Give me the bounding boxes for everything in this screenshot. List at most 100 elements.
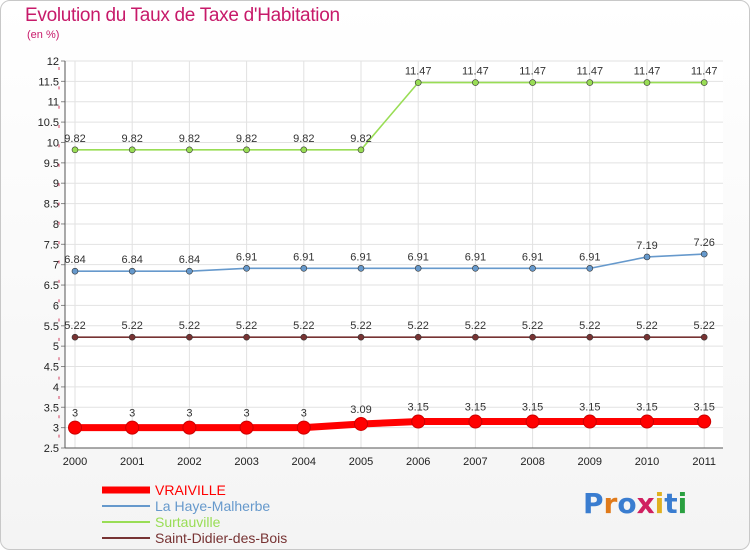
data-label: 9.82 — [350, 133, 371, 145]
data-label: 5.22 — [636, 320, 657, 332]
data-point — [243, 333, 250, 341]
data-point — [186, 146, 193, 154]
data-point — [582, 414, 597, 429]
y-tick-label: 9 — [53, 178, 59, 190]
data-label: 11.47 — [634, 66, 661, 78]
y-tick-label: 6 — [53, 300, 59, 312]
data-label: 3 — [186, 408, 192, 420]
y-tick-label: 5.5 — [44, 321, 59, 333]
y-tick-label: 8 — [53, 219, 59, 231]
y-tick-label: 8.5 — [44, 199, 59, 211]
data-label: 5.22 — [465, 320, 486, 332]
proxiti-logo: Proxiti — [583, 487, 687, 520]
data-label: 3 — [72, 408, 78, 420]
data-point — [472, 79, 479, 86]
data-point — [414, 333, 422, 341]
data-label: 5.22 — [179, 320, 200, 332]
x-tick-label: 2000 — [63, 456, 87, 468]
data-label: 3 — [244, 408, 250, 420]
data-point — [700, 250, 708, 258]
data-point — [357, 333, 365, 341]
legend-label: La Haye-Malherbe — [155, 498, 270, 514]
y-tick-label: 4.5 — [44, 362, 59, 374]
data-point — [414, 265, 422, 272]
y-tick-label: 3.5 — [44, 402, 59, 414]
data-point — [300, 146, 308, 154]
chart-subtitle: (en %) — [27, 29, 60, 41]
data-point — [586, 79, 594, 86]
data-label: 5.22 — [407, 320, 428, 332]
legend-label: Surtauville — [155, 514, 221, 530]
data-point — [128, 146, 136, 154]
data-label: 6.91 — [579, 251, 600, 263]
data-label: 3.15 — [693, 402, 714, 414]
x-tick-label: 2006 — [406, 456, 430, 468]
data-label: 3 — [301, 408, 307, 420]
data-label: 7.19 — [636, 240, 657, 252]
data-point — [357, 146, 365, 154]
series-line-la-haye-malherbe — [74, 253, 706, 273]
data-label: 6.91 — [465, 251, 486, 263]
x-tick-label: 2002 — [177, 456, 201, 468]
x-tick-label: 2010 — [635, 456, 659, 468]
data-label: 6.84 — [121, 254, 142, 266]
legend-label: VRAIVILLE — [155, 482, 226, 498]
x-tick-label: 2011 — [692, 456, 716, 468]
data-point — [71, 146, 79, 154]
series-line-vraiville — [71, 418, 708, 432]
y-tick-label: 6.5 — [44, 280, 59, 292]
data-label: 6.84 — [179, 254, 200, 266]
data-point — [529, 265, 536, 272]
data-point — [411, 414, 426, 429]
data-label: 3.15 — [636, 402, 657, 414]
logo-letter: r — [603, 487, 618, 520]
data-point — [300, 265, 308, 272]
logo-letter: i — [654, 487, 665, 520]
data-label: 5.22 — [293, 320, 314, 332]
data-point — [68, 420, 82, 435]
data-point — [296, 420, 311, 435]
data-point — [186, 333, 193, 341]
x-tick-label: 2007 — [463, 456, 487, 468]
x-tick-label: 2009 — [578, 456, 602, 468]
data-label: 6.91 — [522, 251, 543, 263]
data-label: 3.15 — [465, 402, 486, 414]
x-tick-label: 2004 — [292, 456, 316, 468]
data-label: 3.15 — [522, 402, 543, 414]
y-tick-label: 7 — [53, 260, 59, 272]
y-tick-label: 10 — [47, 137, 59, 149]
data-point — [640, 414, 654, 429]
data-label: 9.82 — [179, 133, 200, 145]
data-point — [525, 414, 540, 429]
data-point — [128, 267, 136, 275]
data-point — [472, 333, 479, 341]
y-tick-label: 12 — [47, 56, 59, 68]
data-label: 5.22 — [236, 320, 257, 332]
data-point — [586, 333, 594, 341]
data-label: 3.15 — [407, 402, 428, 414]
y-tick-label: 5 — [53, 341, 59, 353]
data-point — [300, 333, 308, 341]
data-point — [414, 79, 422, 86]
logo-letter: i — [677, 487, 688, 520]
data-point — [239, 420, 254, 435]
legend-label: Saint-Didier-des-Bois — [155, 530, 287, 546]
y-tick-label: 2.5 — [44, 443, 59, 455]
data-label: 3.15 — [579, 402, 600, 414]
y-tick-label: 11 — [48, 97, 59, 109]
logo-letter: t — [664, 487, 678, 520]
data-label: 5.22 — [693, 320, 714, 332]
data-label: 9.82 — [293, 133, 314, 145]
data-point — [71, 333, 79, 341]
logo-letter: x — [636, 487, 655, 520]
x-tick-label: 2008 — [520, 456, 544, 468]
y-tick-label: 10.5 — [38, 117, 59, 129]
data-label: 6.91 — [293, 251, 314, 263]
data-label: 11.47 — [576, 66, 603, 78]
plot-area — [65, 61, 723, 448]
data-point — [529, 79, 536, 86]
data-label: 7.26 — [693, 237, 714, 249]
data-point — [243, 265, 250, 272]
data-label: 9.82 — [64, 133, 85, 145]
